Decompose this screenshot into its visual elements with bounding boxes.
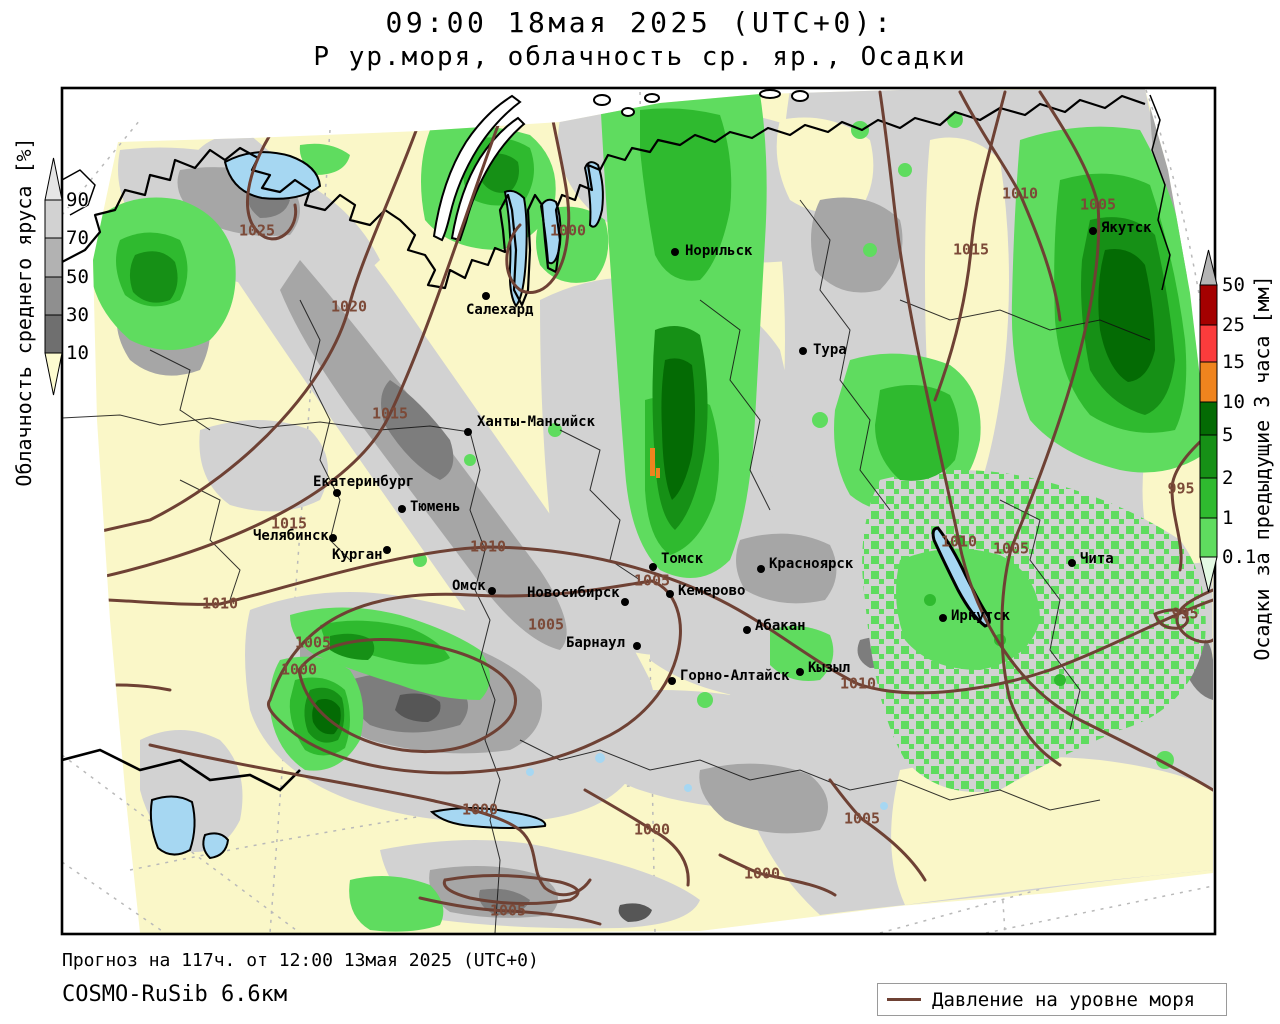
city-dot <box>743 626 751 634</box>
pressure-label: 1005 <box>489 901 527 920</box>
admin-borders <box>62 199 1151 934</box>
city-label: Курган <box>332 547 383 563</box>
city-label: Ханты-Мансийск <box>477 414 596 430</box>
pressure-label: 1005 <box>992 539 1030 558</box>
city-dot <box>796 668 804 676</box>
pressure-label: 995 <box>1167 479 1195 498</box>
model-name: COSMO-RuSib 6.6км <box>62 982 288 1007</box>
colorbar-tick: 10 <box>1222 391 1245 413</box>
city-dot <box>383 546 391 554</box>
city-label: Тюмень <box>410 499 461 515</box>
pressure-label: 1005 <box>843 809 881 828</box>
colorbar-tick: 50 <box>1222 274 1245 296</box>
colorbar-tick: 2 <box>1222 467 1234 489</box>
colorbar-tick: 10 <box>66 342 89 364</box>
isobars <box>93 90 1213 926</box>
pressure-label: 1010 <box>201 594 239 613</box>
novaya-zemlya <box>432 94 522 242</box>
city-dot <box>939 614 947 622</box>
city-label: Челябинск <box>253 528 329 544</box>
city-label: Екатеринбург <box>313 474 415 490</box>
pressure-label: 1000 <box>743 864 781 883</box>
pressure-label: 1000 <box>461 800 499 819</box>
city-label: Омск <box>452 578 486 594</box>
lake-baikal <box>931 526 991 628</box>
city-label: Кемерово <box>678 583 746 599</box>
precipitation-colorbar-title: Осадки за предыдущие 3 часа [мм] <box>1250 275 1274 661</box>
pressure-label: 1005 <box>1079 195 1117 214</box>
city-dot <box>757 565 765 573</box>
pressure-label: 1005 <box>294 633 332 652</box>
colorbar-tick: 25 <box>1222 314 1245 336</box>
colorbar-tick: 1 <box>1222 507 1234 529</box>
city-dot <box>398 505 406 513</box>
pressure-label: 1000 <box>280 660 318 679</box>
pressure-label: 1000 <box>633 820 671 839</box>
city-dot <box>666 590 674 598</box>
city-dot <box>482 292 490 300</box>
city-dot <box>1089 227 1097 235</box>
colorbar-tick: 5 <box>1222 424 1234 446</box>
pressure-label: 1015 <box>952 240 990 259</box>
city-label: Абакан <box>755 618 806 634</box>
city-label: Горно-Алтайск <box>680 668 790 684</box>
pressure-label: 1000 <box>549 221 587 240</box>
isobar-legend-label: Давление на уровне моря <box>932 988 1196 1011</box>
pressure-label: 1010 <box>839 674 877 693</box>
city-label: Чита <box>1080 551 1114 567</box>
forecast-info: Прогноз на 117ч. от 12:00 13мая 2025 (UT… <box>62 950 539 971</box>
pressure-label: 1005 <box>527 615 565 634</box>
pressure-label: 1010 <box>1001 184 1039 203</box>
city-dot <box>488 587 496 595</box>
pressure-label: 1020 <box>330 297 368 316</box>
pressure-label: 1015 <box>270 514 308 533</box>
colorbar-tick: 70 <box>66 227 89 249</box>
colorbar-tick: 30 <box>66 304 89 326</box>
city-dot <box>1068 559 1076 567</box>
city-label: Новосибирск <box>527 585 620 601</box>
map-title-datetime: 09:00 18мая 2025 (UTC+0): <box>385 6 895 39</box>
city-dot <box>333 489 341 497</box>
colorbar-tick: 15 <box>1222 351 1245 373</box>
city-label: Красноярск <box>769 556 854 572</box>
pressure-label: 1010 <box>940 532 978 551</box>
city-dot <box>633 642 641 650</box>
map-title-fields: Р ур.моря, облачность ср. яр., Осадки <box>313 42 967 72</box>
city-label: Иркутск <box>951 608 1011 624</box>
city-dot <box>671 248 679 256</box>
city-label: Тура <box>813 342 847 358</box>
precipitation-colorbar: 50 25 15 10 5 2 1 0.1 <box>1199 0 1260 602</box>
pressure-label: 1025 <box>238 221 276 240</box>
city-label: Якутск <box>1101 220 1152 236</box>
city-label: Норильск <box>685 243 753 259</box>
pressure-label: 995 <box>1171 604 1199 623</box>
heavy-precip-streak <box>650 448 655 476</box>
isobar-legend-line <box>887 998 921 1001</box>
cloud-cover-colorbar-title: Облачность среднего яруса [%] <box>12 137 36 487</box>
pressure-label: 1005 <box>633 571 671 590</box>
city-label: Томск <box>661 551 704 567</box>
city-label: Кызыл <box>808 660 851 676</box>
city-dot <box>799 347 807 355</box>
pressure-label: 1010 <box>469 537 507 556</box>
city-dot <box>621 598 629 606</box>
city-dot <box>329 534 337 542</box>
city-dot <box>668 677 676 685</box>
city-label: Салехард <box>466 302 534 318</box>
city-dot <box>649 563 657 571</box>
cloud-cover-colorbar: 90 70 50 30 10 <box>44 0 105 405</box>
pressure-legend: Давление на уровне моря <box>877 983 1227 1016</box>
city-label: Барнаул <box>566 635 626 651</box>
colorbar-tick: 90 <box>66 189 89 211</box>
lake-balkhash <box>429 807 547 829</box>
pressure-label: 1015 <box>371 404 409 423</box>
colorbar-tick: 0.1 <box>1222 546 1257 568</box>
coastline <box>62 89 1171 307</box>
colorbar-tick: 50 <box>66 266 89 288</box>
city-dot <box>464 428 472 436</box>
